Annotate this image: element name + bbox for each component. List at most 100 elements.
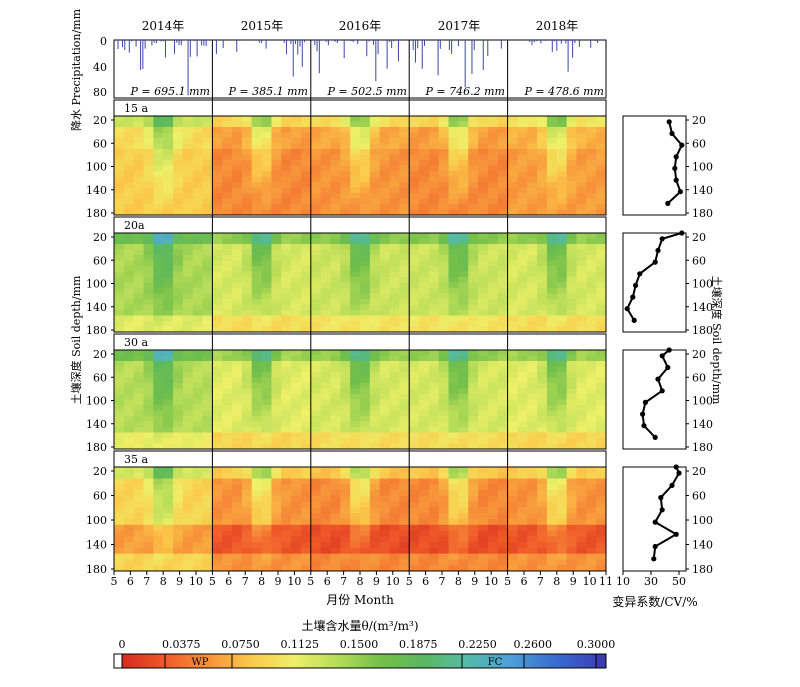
heatmap-panel-35a: 35 a [113,450,607,572]
heatmap-cell [330,266,341,272]
heatmap-cell [448,565,459,572]
heatmap-cell [182,553,194,560]
heatmap-cell [143,260,154,267]
heatmap-cell [123,467,135,474]
heatmap-cell [497,209,508,216]
heatmap-cell [173,315,184,322]
heatmap-cell [173,438,184,444]
heatmap-cell [537,143,548,150]
heatmap-cell [310,427,322,433]
heatmap-cell [153,132,164,139]
cv-point [640,411,646,417]
heatmap-cell [114,282,125,289]
heatmap-cell [123,149,135,155]
heatmap-cell [261,399,272,406]
heatmap-cell [379,547,390,555]
colorbar-tick-label: 0.1125 [281,638,320,651]
heatmap-cell [192,198,203,205]
heatmap-cell [468,490,479,497]
heatmap-cell [153,310,164,316]
heatmap-cell [202,472,213,479]
depth-tick-label: 140 [86,418,107,431]
heatmap-cell [330,321,341,327]
heatmap-cell [497,182,508,188]
month-tick-label: 6 [521,575,528,588]
heatmap-cell [360,421,371,428]
heatmap-cell [143,176,154,183]
heatmap-cell [487,438,499,444]
heatmap-cell [202,299,213,305]
cv-depth-tick-label: 60 [692,371,706,384]
heatmap-cell [261,507,272,514]
heatmap-cell [212,490,223,497]
heatmap-cell [261,495,272,503]
heatmap-cell [340,542,351,549]
heatmap-cell [114,176,125,183]
heatmap-cell [173,176,184,183]
heatmap-cell [517,176,528,183]
heatmap-cell [251,182,262,188]
heatmap-cell [576,377,587,384]
heatmap-cell [507,249,518,256]
heatmap-cell [143,143,154,150]
heatmap-cell [350,233,361,239]
heatmap-cell [369,321,381,327]
heatmap-cell [468,565,479,572]
heatmap-cell [192,421,203,428]
heatmap-cell [458,530,469,537]
heatmap-cell [438,116,449,122]
heatmap-cell [556,536,568,543]
heatmap-cell [153,547,164,555]
heatmap-cell [507,182,518,188]
heatmap-cell [468,361,479,367]
heatmap-cell [163,288,174,294]
heatmap-cell [487,565,499,572]
heatmap-cell [448,383,459,389]
heatmap-cell [202,501,213,508]
heatmap-cell [251,143,262,150]
heatmap-cell [310,507,322,514]
heatmap-cell [546,209,558,216]
heatmap-cell [320,366,331,373]
heatmap-cell [232,149,243,155]
heatmap-cell [173,304,184,311]
heatmap-cell [300,542,312,549]
heatmap-cell [546,271,558,278]
heatmap-cell [507,432,518,439]
heatmap-cell [458,154,469,161]
heatmap-cell [458,260,469,267]
heatmap-cell [340,553,351,560]
heatmap-cell [389,507,400,514]
heatmap-cell [192,238,203,245]
heatmap-cell [310,467,322,474]
heatmap-cell [114,198,125,205]
heatmap-cell [448,204,459,210]
heatmap-cell [556,542,568,549]
heatmap-cell [360,321,371,327]
heatmap-cell [527,304,538,311]
heatmap-cell [192,559,203,566]
heatmap-cell [527,536,538,543]
heatmap-cell [222,501,233,508]
heatmap-cell [350,559,361,566]
panel-label: 35 a [124,453,148,466]
heatmap-cell [320,472,331,479]
heatmap-cell [556,372,568,378]
heatmap-cell [438,513,449,520]
heatmap-cell [320,198,331,205]
heatmap-cell [419,198,430,205]
heatmap-cell [350,350,361,356]
heatmap-cell [163,361,174,367]
heatmap-cell [586,127,597,133]
heatmap-cell [438,377,449,384]
heatmap-cell [153,472,164,479]
heatmap-cell [576,565,587,572]
heatmap-cell [360,355,371,362]
heatmap-cell [517,421,528,428]
heatmap-cell [300,209,312,216]
heatmap-cell [566,187,577,194]
heatmap-cell [468,266,479,272]
heatmap-cell [320,304,331,311]
heatmap-cell [232,484,243,491]
heatmap-cell [379,288,390,294]
